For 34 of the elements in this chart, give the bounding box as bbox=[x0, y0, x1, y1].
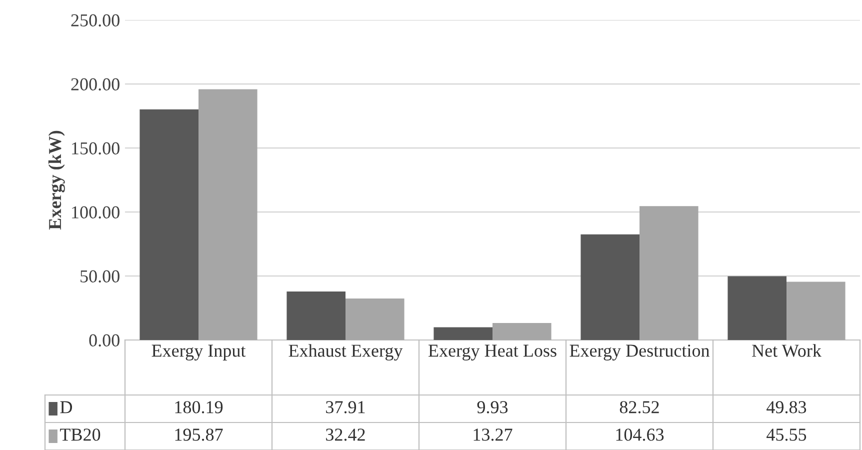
bar bbox=[492, 323, 552, 340]
bar bbox=[434, 327, 492, 340]
data-label: 104.63 bbox=[616, 428, 664, 441]
data-label: 9.93 bbox=[477, 401, 508, 414]
bar bbox=[786, 282, 846, 340]
x-tick-label: Net Work bbox=[752, 344, 822, 357]
data-label: 82.52 bbox=[620, 401, 659, 414]
bar bbox=[346, 298, 404, 340]
y-tick-label: 100.00 bbox=[72, 206, 120, 219]
x-tick-label: Exergy Heat Loss bbox=[428, 344, 556, 360]
bar bbox=[140, 109, 198, 340]
legend-label: TB20 bbox=[60, 428, 100, 441]
data-label: 49.83 bbox=[766, 401, 806, 414]
bar bbox=[640, 206, 698, 340]
y-tick-label: 250.00 bbox=[71, 14, 120, 27]
x-tick-label: Exergy Destruction bbox=[570, 344, 710, 360]
data-label: 180.19 bbox=[175, 401, 223, 414]
legend-label: D bbox=[60, 401, 72, 414]
bar bbox=[286, 291, 346, 340]
bar bbox=[198, 89, 258, 340]
bar bbox=[728, 276, 786, 340]
x-tick-label: Exergy Input bbox=[152, 344, 246, 360]
x-tick-label: Exhaust Exergy bbox=[288, 344, 403, 361]
data-label: 13.27 bbox=[474, 428, 512, 441]
y-tick-label: 0.00 bbox=[89, 334, 120, 347]
data-label: 195.87 bbox=[175, 428, 223, 441]
y-axis-title: Exergy (kW) bbox=[48, 130, 65, 230]
y-tick-label: 50.00 bbox=[80, 270, 120, 283]
data-label: 45.55 bbox=[766, 428, 806, 441]
y-tick-label: 150.00 bbox=[72, 142, 120, 155]
data-label: 37.91 bbox=[326, 401, 365, 414]
bar bbox=[580, 234, 640, 340]
data-label: 32.42 bbox=[326, 428, 365, 441]
y-tick-label: 200.00 bbox=[71, 78, 120, 91]
